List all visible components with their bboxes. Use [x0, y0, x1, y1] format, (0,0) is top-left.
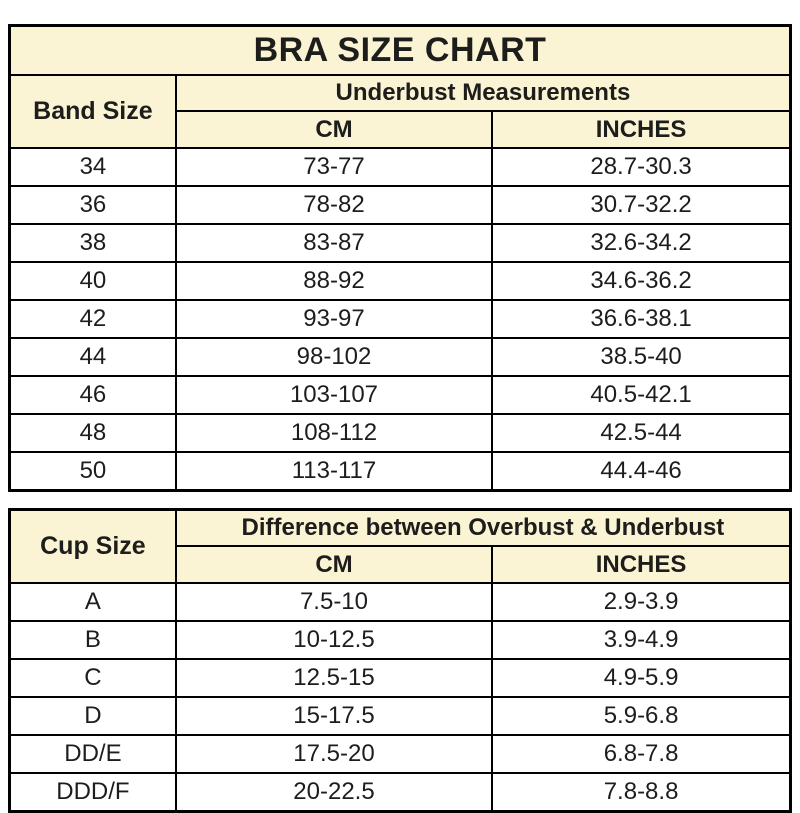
cm-range-cell: 103-107	[174, 375, 494, 415]
table-row: B 10-12.5 3.9-4.9	[8, 620, 792, 660]
band-size-rows: 34 73-77 28.7-30.3 36 78-82 30.7-32.2 38…	[8, 147, 792, 492]
cup-size-table: Cup Size Difference between Overbust & U…	[8, 508, 792, 813]
table-row: 38 83-87 32.6-34.2	[8, 223, 792, 263]
table-spacer	[8, 492, 792, 508]
band-size-cell: 34	[8, 147, 177, 187]
cup-cm-subheader: CM	[174, 545, 494, 584]
table-row: 46 103-107 40.5-42.1	[8, 375, 792, 415]
table-row: DD/E 17.5-20 6.8-7.8	[8, 734, 792, 774]
inch-range-cell: 4.9-5.9	[491, 658, 792, 698]
band-size-cell: 42	[8, 299, 177, 339]
inch-range-cell: 42.5-44	[491, 413, 792, 453]
band-size-cell: 40	[8, 261, 177, 301]
table-row: 34 73-77 28.7-30.3	[8, 147, 792, 187]
band-inches-subheader: INCHES	[491, 110, 792, 149]
cm-range-cell: 113-117	[174, 451, 494, 492]
table-row: 36 78-82 30.7-32.2	[8, 185, 792, 225]
cm-range-cell: 20-22.5	[174, 772, 494, 813]
cup-size-cell: DD/E	[8, 734, 177, 774]
cm-range-cell: 7.5-10	[174, 582, 494, 622]
band-size-cell: 38	[8, 223, 177, 263]
inch-range-cell: 7.8-8.8	[491, 772, 792, 813]
cup-size-cell: C	[8, 658, 177, 698]
cm-range-cell: 15-17.5	[174, 696, 494, 736]
inch-range-cell: 2.9-3.9	[491, 582, 792, 622]
band-size-cell: 46	[8, 375, 177, 415]
inch-range-cell: 5.9-6.8	[491, 696, 792, 736]
cm-range-cell: 78-82	[174, 185, 494, 225]
inch-range-cell: 28.7-30.3	[491, 147, 792, 187]
inch-range-cell: 30.7-32.2	[491, 185, 792, 225]
cup-size-cell: DDD/F	[8, 772, 177, 813]
cup-size-cell: B	[8, 620, 177, 660]
cm-range-cell: 93-97	[174, 299, 494, 339]
table-row: 40 88-92 34.6-36.2	[8, 261, 792, 301]
cm-range-cell: 17.5-20	[174, 734, 494, 774]
cm-range-cell: 98-102	[174, 337, 494, 377]
inch-range-cell: 32.6-34.2	[491, 223, 792, 263]
table-row: DDD/F 20-22.5 7.8-8.8	[8, 772, 792, 813]
cup-size-cell: D	[8, 696, 177, 736]
band-size-cell: 36	[8, 185, 177, 225]
underbust-group-header: Underbust Measurements	[174, 74, 792, 112]
cup-inches-subheader: INCHES	[491, 545, 792, 584]
band-size-cell: 50	[8, 451, 177, 492]
band-size-cell: 44	[8, 337, 177, 377]
cup-size-corner-header: Cup Size	[8, 508, 177, 584]
band-cm-subheader: CM	[174, 110, 494, 149]
inch-range-cell: 3.9-4.9	[491, 620, 792, 660]
band-size-table: BRA SIZE CHART Band Size Underbust Measu…	[8, 24, 792, 492]
cm-range-cell: 12.5-15	[174, 658, 494, 698]
inch-range-cell: 38.5-40	[491, 337, 792, 377]
cm-range-cell: 73-77	[174, 147, 494, 187]
table-row: C 12.5-15 4.9-5.9	[8, 658, 792, 698]
table-row: 44 98-102 38.5-40	[8, 337, 792, 377]
band-size-corner-header: Band Size	[8, 74, 177, 149]
cup-size-cell: A	[8, 582, 177, 622]
chart-title: BRA SIZE CHART	[8, 24, 792, 76]
inch-range-cell: 6.8-7.8	[491, 734, 792, 774]
inch-range-cell: 36.6-38.1	[491, 299, 792, 339]
table-row: 42 93-97 36.6-38.1	[8, 299, 792, 339]
inch-range-cell: 44.4-46	[491, 451, 792, 492]
inch-range-cell: 34.6-36.2	[491, 261, 792, 301]
table-row: D 15-17.5 5.9-6.8	[8, 696, 792, 736]
table-row: A 7.5-10 2.9-3.9	[8, 582, 792, 622]
cup-size-rows: A 7.5-10 2.9-3.9 B 10-12.5 3.9-4.9 C 12.…	[8, 582, 792, 813]
inch-range-cell: 40.5-42.1	[491, 375, 792, 415]
cm-range-cell: 10-12.5	[174, 620, 494, 660]
cm-range-cell: 88-92	[174, 261, 494, 301]
difference-group-header: Difference between Overbust & Underbust	[174, 508, 792, 547]
cm-range-cell: 108-112	[174, 413, 494, 453]
table-row: 50 113-117 44.4-46	[8, 451, 792, 492]
table-row: 48 108-112 42.5-44	[8, 413, 792, 453]
band-size-cell: 48	[8, 413, 177, 453]
cm-range-cell: 83-87	[174, 223, 494, 263]
